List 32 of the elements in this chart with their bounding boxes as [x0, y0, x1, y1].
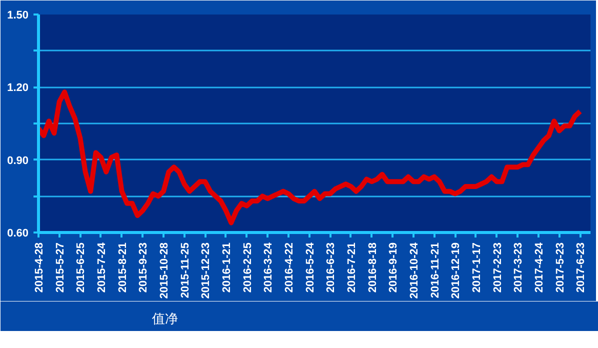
x-tick-label: 2015-11-25 — [179, 242, 192, 298]
x-tick-label: 2016-10-24 — [408, 242, 420, 299]
x-tick-label: 2017-3-23 — [512, 242, 525, 293]
x-tick-label: 2017-4-24 — [533, 242, 546, 293]
x-tick-label: 2016-5-24 — [304, 242, 316, 293]
y-tick-label: 0.60 — [7, 228, 29, 240]
x-tick-label: 2015-4-28 — [34, 242, 46, 293]
x-tick-label: 2016-12-19 — [450, 242, 462, 299]
x-tick-label: 2016-7-21 — [346, 242, 358, 293]
x-tick-label: 2015-5-27 — [54, 242, 66, 293]
x-tick-label: 2016-3-24 — [262, 242, 275, 293]
x-tick-label: 2015-12-23 — [200, 242, 212, 299]
x-tick-label: 2015-6-25 — [75, 242, 88, 293]
x-tick-label: 2015-9-23 — [138, 242, 150, 293]
x-tick-label: 2016-11-21 — [429, 242, 442, 298]
x-tick-label: 2016-8-18 — [366, 242, 379, 293]
x-tick-label: 2016-1-21 — [220, 242, 233, 293]
x-tick-label: 2015-10-28 — [158, 242, 170, 299]
x-tick-label: 2017-1-17 — [470, 242, 483, 293]
x-tick-label: 2017-5-23 — [554, 242, 566, 293]
x-tick-label: 2016-6-23 — [325, 242, 338, 293]
x-tick-label: 2017-2-23 — [492, 242, 504, 293]
y-tick-label: 1.50 — [7, 10, 29, 22]
x-tick-label: 2016-9-19 — [388, 242, 400, 293]
y-tick-label: 0.90 — [7, 154, 29, 167]
y-tick-label: 1.20 — [7, 82, 29, 94]
text: 值净 — [152, 311, 178, 328]
x-tick-label: 2015-7-24 — [96, 242, 108, 293]
x-tick-label: 2016-4-22 — [283, 242, 296, 293]
x-tick-label: 2017-6-23 — [575, 242, 588, 293]
x-tick-label: 2016-2-25 — [242, 242, 254, 293]
x-tick-label: 2015-8-21 — [116, 242, 129, 293]
